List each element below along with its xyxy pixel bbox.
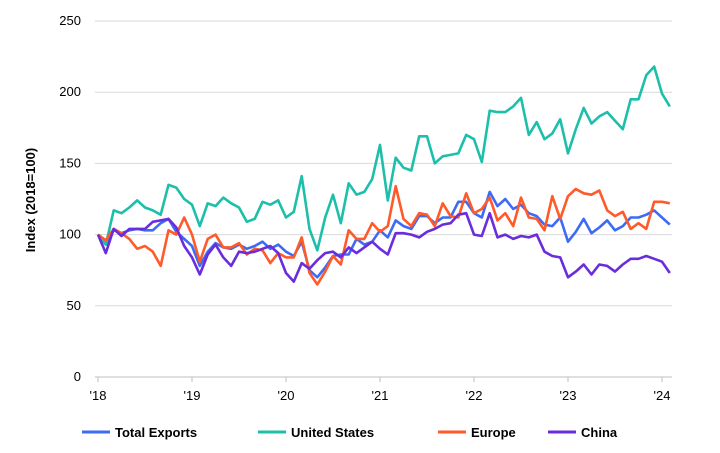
legend: Total Exports United States Europe China	[82, 425, 618, 440]
y-axis-ticks: 0 50 100 150 200 250	[59, 13, 81, 384]
y-tick-label: 50	[67, 298, 81, 313]
x-axis-ticks: '18 '19 '20 '21 '22 '23 '24	[90, 377, 671, 403]
legend-item: Total Exports	[82, 425, 197, 440]
legend-label: United States	[291, 425, 374, 440]
x-tick-label: '23	[560, 388, 577, 403]
legend-label: Total Exports	[115, 425, 197, 440]
series-lines	[96, 65, 671, 286]
x-tick-label: '20	[278, 388, 295, 403]
x-tick-label: '22	[466, 388, 483, 403]
y-tick-label: 100	[59, 227, 81, 242]
series-line-europe	[97, 184, 671, 286]
y-tick-label: 0	[74, 369, 81, 384]
x-tick-label: '19	[184, 388, 201, 403]
y-tick-label: 150	[59, 155, 81, 170]
legend-item: Europe	[438, 425, 516, 440]
series-line-china	[96, 211, 671, 283]
series-line-total-exports	[96, 190, 671, 279]
gridlines	[95, 20, 672, 378]
y-axis-label: Index (2018=100)	[23, 148, 38, 252]
y-tick-label: 200	[59, 84, 81, 99]
x-tick-label: '24	[654, 388, 671, 403]
legend-item: China	[548, 425, 618, 440]
x-tick-label: '18	[90, 388, 107, 403]
series-line-united-states	[96, 65, 671, 252]
legend-item: United States	[258, 425, 374, 440]
x-tick-label: '21	[372, 388, 389, 403]
y-tick-label: 250	[59, 13, 81, 28]
legend-label: Europe	[471, 425, 516, 440]
legend-label: China	[581, 425, 618, 440]
